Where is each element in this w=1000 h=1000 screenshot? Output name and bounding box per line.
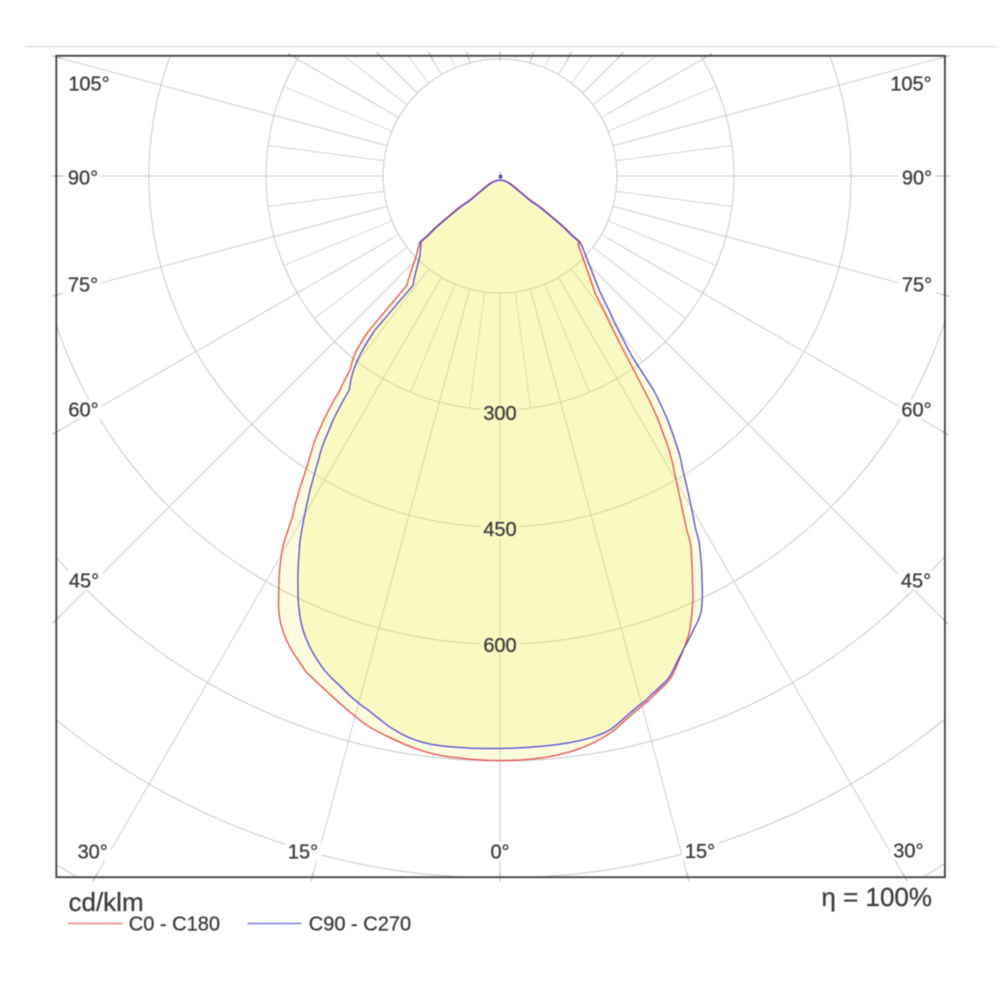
svg-text:90°: 90° (68, 168, 98, 190)
svg-text:75°: 75° (68, 275, 98, 297)
svg-text:15°: 15° (685, 841, 715, 863)
svg-text:C0 - C180: C0 - C180 (129, 914, 220, 936)
svg-text:105°: 105° (68, 74, 109, 96)
svg-text:90°: 90° (902, 168, 932, 190)
svg-text:45°: 45° (69, 570, 99, 592)
svg-text:105°: 105° (890, 74, 931, 96)
svg-text:600: 600 (483, 635, 516, 657)
svg-text:30°: 30° (893, 841, 923, 863)
svg-text:15°: 15° (288, 842, 318, 864)
svg-text:60°: 60° (68, 399, 98, 421)
svg-text:45°: 45° (901, 570, 931, 592)
svg-text:75°: 75° (902, 275, 932, 297)
svg-text:300: 300 (483, 403, 516, 425)
svg-text:η = 100%: η = 100% (821, 882, 932, 912)
svg-text:cd/klm: cd/klm (69, 887, 144, 917)
svg-text:30°: 30° (78, 842, 108, 864)
svg-text:60°: 60° (901, 399, 931, 421)
svg-text:C90 - C270: C90 - C270 (309, 914, 411, 936)
svg-text:450: 450 (483, 519, 516, 541)
svg-text:0°: 0° (490, 842, 509, 864)
